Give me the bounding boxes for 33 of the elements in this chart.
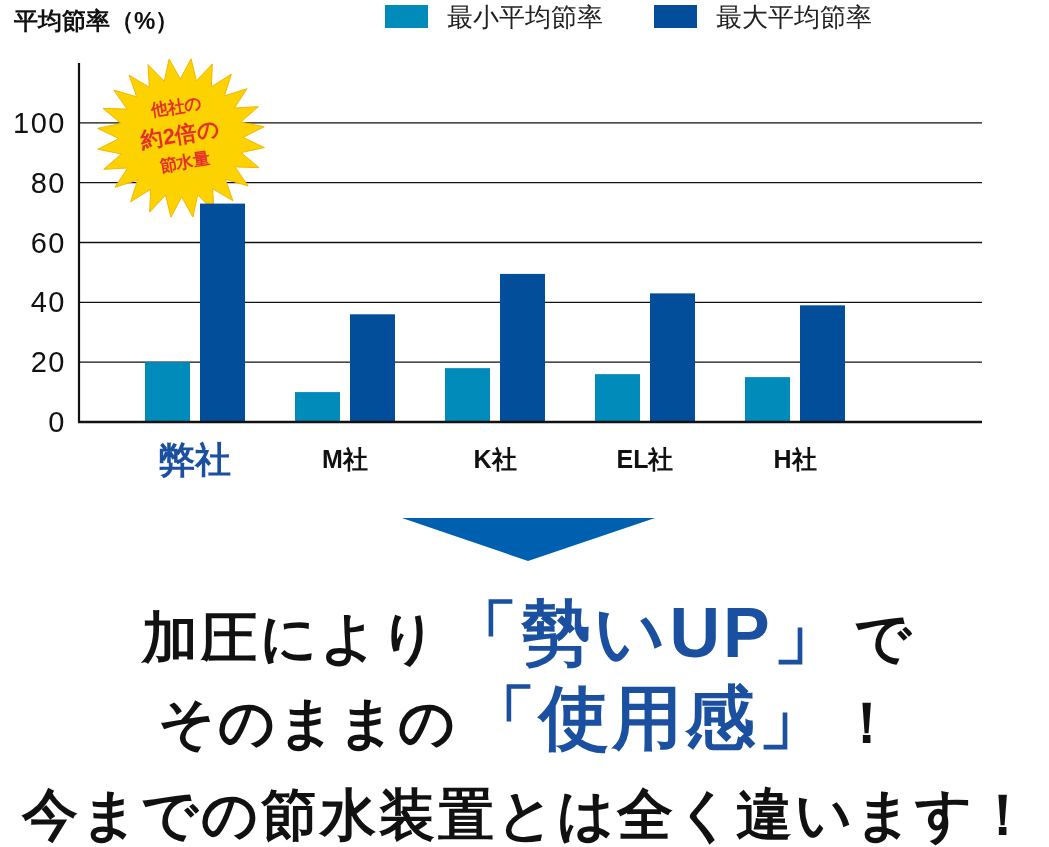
bar (295, 392, 340, 422)
annotation: 他社の (148, 93, 203, 121)
text: ！ (839, 691, 898, 754)
bar (745, 377, 790, 422)
bar (350, 314, 395, 422)
bar (595, 374, 640, 422)
legend-label: 最小平均節率 (447, 2, 603, 32)
x-tick-label: M社 (322, 445, 368, 473)
y-tick-label: 0 (48, 406, 66, 438)
text: 「勢いUP」 (448, 594, 846, 672)
y-tick-label: 100 (13, 106, 66, 139)
x-tick-label: K社 (473, 445, 517, 473)
bar (500, 273, 545, 422)
y-tick-label: 60 (30, 226, 66, 259)
bar (445, 368, 490, 422)
y-axis-title: 平均節率（%） (13, 7, 180, 34)
annotation: 節水量 (157, 148, 212, 176)
y-tick-label: 20 (30, 346, 66, 379)
text: 「使用感」 (466, 679, 831, 757)
text: 今までの節水装置とは全く違います！ (21, 783, 1034, 846)
legend-label: 最大平均節率 (716, 2, 872, 32)
y-tick-label: 80 (30, 166, 66, 199)
bar (650, 293, 695, 422)
text: 加圧により (140, 606, 441, 669)
text: で (853, 606, 914, 669)
x-tick-label: 弊社 (159, 439, 231, 480)
x-tick-label: EL社 (616, 445, 674, 473)
bar (800, 305, 845, 422)
x-tick-label: H社 (773, 445, 817, 473)
bar (200, 203, 245, 422)
text: そのままの (158, 691, 458, 754)
bar (145, 362, 190, 422)
y-tick-label: 40 (30, 286, 66, 319)
